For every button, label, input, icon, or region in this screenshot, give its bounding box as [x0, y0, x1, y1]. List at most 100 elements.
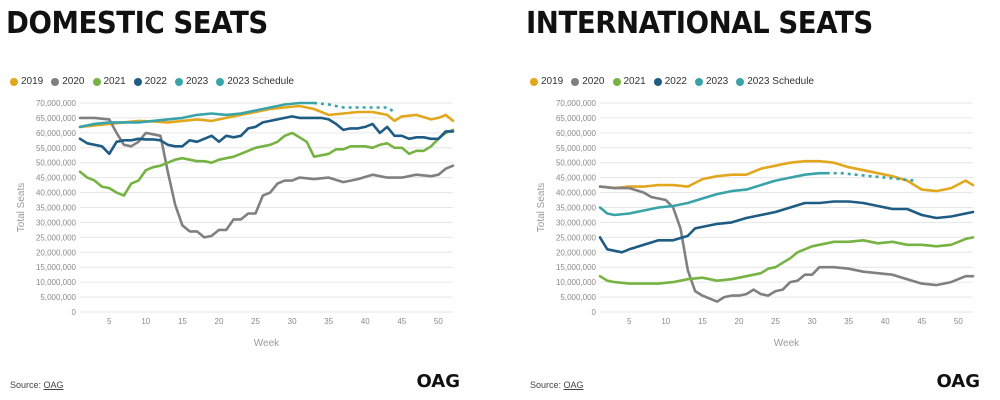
legend-item-2023[interactable]: 2023 — [695, 76, 728, 87]
chart-title: INTERNATIONAL SEATS — [526, 6, 873, 41]
x-tick-label: 25 — [771, 317, 780, 326]
y-tick-label: 45,000,000 — [556, 174, 597, 183]
legend-label: 2021 — [103, 76, 126, 87]
legend-label: 2022 — [144, 76, 167, 87]
x-tick-label: 15 — [698, 317, 707, 326]
legend-label: 2020 — [62, 76, 85, 87]
legend-swatch — [571, 77, 580, 86]
y-tick-label: 20,000,000 — [36, 248, 77, 257]
x-tick-label: 50 — [434, 317, 443, 326]
legend-swatch — [653, 77, 662, 86]
legend-swatch — [612, 77, 621, 86]
source-link[interactable]: OAG — [43, 380, 64, 390]
source-link[interactable]: OAG — [563, 380, 584, 390]
source-label: Source: — [530, 380, 562, 390]
y-tick-label: 35,000,000 — [36, 204, 77, 213]
x-tick-label: 10 — [661, 317, 670, 326]
source-note: Source: OAG — [10, 380, 64, 390]
series-line-2020 — [598, 185, 975, 303]
legend-label: 2023 — [706, 76, 729, 87]
y-tick-label: 35,000,000 — [556, 204, 597, 213]
y-axis-title: Total Seats — [16, 183, 27, 232]
y-tick-label: 65,000,000 — [36, 114, 77, 123]
y-tick-label: 0 — [72, 308, 77, 317]
x-tick-label: 30 — [808, 317, 817, 326]
y-tick-label: 45,000,000 — [36, 174, 77, 183]
y-tick-label: 25,000,000 — [36, 233, 77, 242]
legend-label: 2022 — [664, 76, 687, 87]
y-tick-label: 55,000,000 — [556, 144, 597, 153]
y-tick-label: 70,000,000 — [36, 99, 77, 108]
y-tick-label: 65,000,000 — [556, 114, 597, 123]
legend-item-2019[interactable]: 2019 — [10, 76, 43, 87]
legend-label: 2023 — [186, 76, 209, 87]
x-tick-label: 5 — [627, 317, 632, 326]
y-tick-label: 25,000,000 — [556, 233, 597, 242]
y-tick-label: 30,000,000 — [36, 218, 77, 227]
legend-swatch — [530, 77, 538, 86]
series-line-2023 — [78, 101, 316, 129]
y-tick-label: 5,000,000 — [40, 293, 76, 302]
series-line-2022 — [78, 115, 455, 156]
legend-label: 2021 — [623, 76, 646, 87]
legend-swatch — [175, 77, 183, 86]
oag-logo: OAG — [416, 371, 460, 392]
series-line-2019 — [598, 159, 975, 193]
legend: 2019 2020 2021 2022 2023 2023 Schedule — [10, 76, 294, 87]
y-tick-label: 55,000,000 — [36, 144, 77, 153]
legend-item-2020[interactable]: 2020 — [571, 76, 605, 87]
domestic-chart: 0 5,000,000 10,000,000 15,000,000 20,000,000… — [16, 99, 455, 349]
series-line-2022 — [598, 200, 975, 254]
x-tick-label: 5 — [107, 317, 112, 326]
legend-item-2021[interactable]: 2021 — [612, 76, 646, 87]
x-tick-label: 40 — [361, 317, 370, 326]
legend-label: 2023 Schedule — [227, 76, 294, 87]
legend-swatch — [216, 77, 225, 86]
series-line-2023 — [598, 171, 829, 217]
legend-item-2021[interactable]: 2021 — [92, 76, 126, 87]
x-tick-label: 15 — [178, 317, 187, 326]
y-tick-label: 10,000,000 — [556, 278, 597, 287]
y-axis-title: Total Seats — [536, 183, 547, 232]
oag-logo: OAG — [936, 371, 980, 392]
y-tick-label: 40,000,000 — [556, 189, 597, 198]
x-tick-label: 45 — [397, 317, 406, 326]
legend-item-2023-schedule[interactable]: 2023 Schedule — [736, 76, 814, 87]
international-panel: INTERNATIONAL SEATS 2019 2020 2021 2022 … — [520, 0, 990, 400]
legend-item-2022[interactable]: 2022 — [133, 76, 167, 87]
legend-swatch — [133, 77, 142, 86]
series-line-2021 — [598, 236, 975, 285]
legend-label: 2023 Schedule — [747, 76, 814, 87]
x-tick-label: 30 — [288, 317, 297, 326]
source-label: Source: — [10, 380, 42, 390]
legend-swatch — [92, 77, 101, 86]
x-tick-label: 35 — [324, 317, 333, 326]
y-tick-label: 50,000,000 — [36, 159, 77, 168]
series-line-2021 — [78, 128, 455, 197]
legend-label: 2019 — [541, 76, 564, 87]
x-tick-label: 25 — [251, 317, 260, 326]
source-note: Source: OAG — [530, 380, 584, 390]
legend: 2019 2020 2021 2022 2023 2023 Schedule — [530, 76, 814, 87]
y-tick-label: 15,000,000 — [36, 263, 77, 272]
y-tick-label: 15,000,000 — [556, 263, 597, 272]
y-tick-label: 0 — [592, 308, 597, 317]
series-line-2020 — [78, 116, 455, 239]
y-tick-label: 60,000,000 — [556, 129, 597, 138]
legend-item-2023-schedule[interactable]: 2023 Schedule — [216, 76, 294, 87]
y-tick-label: 60,000,000 — [36, 129, 77, 138]
y-tick-label: 50,000,000 — [556, 159, 597, 168]
legend-item-2020[interactable]: 2020 — [51, 76, 85, 87]
x-tick-label: 20 — [215, 317, 224, 326]
legend-item-2019[interactable]: 2019 — [530, 76, 563, 87]
y-tick-label: 70,000,000 — [556, 99, 597, 108]
legend-label: 2020 — [582, 76, 605, 87]
legend-item-2023[interactable]: 2023 — [175, 76, 208, 87]
x-tick-label: 50 — [954, 317, 963, 326]
y-tick-label: 20,000,000 — [556, 248, 597, 257]
series-line-2023-schedule — [313, 101, 396, 114]
y-tick-label: 30,000,000 — [556, 218, 597, 227]
legend-item-2022[interactable]: 2022 — [653, 76, 687, 87]
series-line-2023-schedule — [826, 171, 915, 182]
x-axis-title: Week — [774, 338, 800, 349]
